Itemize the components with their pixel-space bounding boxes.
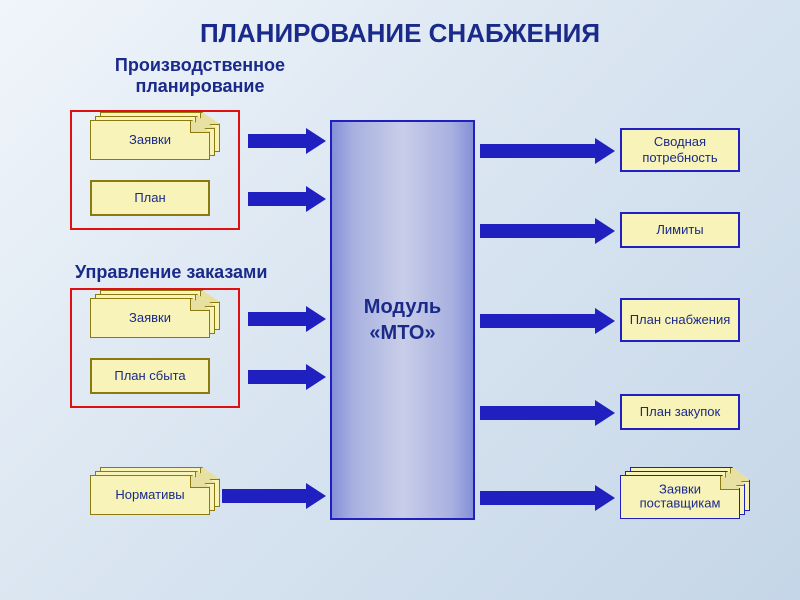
arrow-left-1 [248,130,326,152]
box-purchase-plan: План закупок [620,394,740,430]
box-summary-demand: Сводная потребность [620,128,740,172]
box-sales-plan: План сбыта [90,358,210,394]
doc-requests-2-label: Заявки [90,311,210,325]
box-limits: Лимиты [620,212,740,248]
doc-requests-1-label: Заявки [90,133,210,147]
box-limits-label: Лимиты [656,222,703,238]
subtitle-orders: Управление заказами [75,262,295,283]
box-summary-demand-label: Сводная потребность [624,134,736,165]
arrow-right-5 [480,487,615,509]
center-module-label: Модуль «МТО» [332,294,473,346]
box-plan: План [90,180,210,216]
doc-supplier-requests-label: Заявки поставщикам [620,483,740,512]
box-supply-plan-label: План снабжения [630,312,731,328]
arrow-left-5 [222,485,326,507]
arrow-left-4 [248,366,326,388]
doc-requests-1: Заявки [90,120,210,160]
box-supply-plan: План снабжения [620,298,740,342]
doc-requests-2: Заявки [90,298,210,338]
arrow-right-4 [480,402,615,424]
box-purchase-plan-label: План закупок [640,404,720,420]
arrow-right-1 [480,140,615,162]
box-sales-plan-label: План сбыта [114,368,185,384]
subtitle-production: Производственное планирование [85,55,315,97]
doc-supplier-requests: Заявки поставщикам [620,475,740,519]
center-module: Модуль «МТО» [330,120,475,520]
box-plan-label: План [134,190,165,206]
doc-norms: Нормативы [90,475,210,515]
arrow-left-3 [248,308,326,330]
arrow-right-3 [480,310,615,332]
arrow-left-2 [248,188,326,210]
diagram-title: ПЛАНИРОВАНИЕ СНАБЖЕНИЯ [0,18,800,49]
doc-norms-label: Нормативы [90,488,210,502]
arrow-right-2 [480,220,615,242]
